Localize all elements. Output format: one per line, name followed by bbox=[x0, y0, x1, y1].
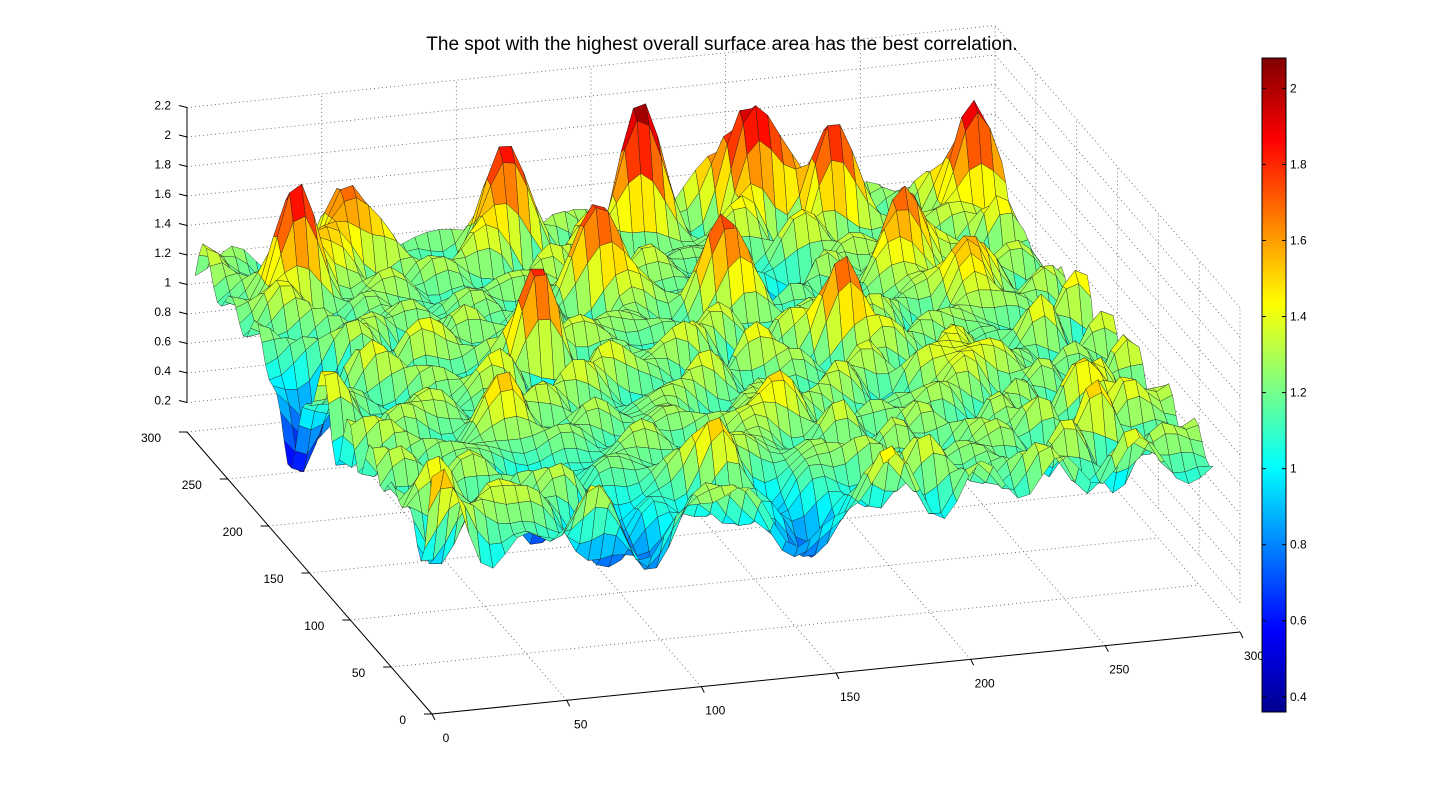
z-tick-label: 0.2 bbox=[154, 394, 171, 408]
x-tick-label: 0 bbox=[443, 731, 450, 745]
x-tick-mark bbox=[971, 659, 974, 665]
x-tick-mark bbox=[1240, 632, 1243, 638]
z-tick-mark bbox=[179, 106, 187, 108]
x-tick-mark bbox=[1105, 646, 1108, 652]
x-tick-mark bbox=[701, 687, 704, 693]
z-tick-label: 0.6 bbox=[154, 335, 171, 349]
z-tick-label: 2.2 bbox=[154, 99, 171, 113]
z-tick-mark bbox=[179, 194, 187, 196]
x-tick-mark bbox=[836, 673, 839, 679]
colorbar-tick-label: 0.4 bbox=[1290, 690, 1307, 704]
z-tick-mark bbox=[179, 283, 187, 285]
y-tick-label: 200 bbox=[223, 525, 243, 539]
colorbar-tick-label: 1.4 bbox=[1290, 310, 1307, 324]
colorbar-tick-label: 2 bbox=[1290, 81, 1297, 95]
x-tick-label: 250 bbox=[1109, 663, 1129, 677]
x-tick-mark bbox=[567, 700, 570, 706]
z-tick-label: 1.6 bbox=[154, 187, 171, 201]
z-tick-mark bbox=[179, 371, 187, 373]
colorbar-tick-label: 0.8 bbox=[1290, 538, 1307, 552]
z-tick-label: 0.8 bbox=[154, 305, 171, 319]
floor-gridline bbox=[391, 585, 1199, 667]
chart-title: The spot with the highest overall surfac… bbox=[426, 34, 1017, 55]
z-tick-mark bbox=[179, 165, 187, 167]
y-tick-label: 100 bbox=[304, 619, 324, 633]
x-tick-label: 200 bbox=[975, 676, 995, 690]
z-tick-mark bbox=[179, 135, 187, 137]
x-tick-label: 300 bbox=[1244, 649, 1264, 663]
x-tick-mark bbox=[432, 714, 435, 720]
z-tick-label: 0.4 bbox=[154, 364, 171, 378]
z-tick-mark bbox=[179, 401, 187, 403]
y-tick-label: 300 bbox=[141, 431, 161, 445]
y-tick-label: 250 bbox=[182, 478, 202, 492]
colorbar-tick-label: 1.2 bbox=[1290, 386, 1307, 400]
z-tick-label: 1.8 bbox=[154, 158, 171, 172]
y-tick-label: 150 bbox=[263, 572, 283, 586]
z-tick-mark bbox=[179, 253, 187, 255]
z-tick-label: 1.4 bbox=[154, 217, 171, 231]
x-tick-label: 100 bbox=[705, 704, 725, 718]
x-tick-label: 50 bbox=[574, 717, 588, 731]
x-tick-label: 150 bbox=[840, 690, 860, 704]
colorbar-gradient bbox=[1262, 58, 1286, 712]
surface-mesh bbox=[195, 100, 1213, 569]
z-tick-mark bbox=[179, 312, 187, 314]
y-tick-label: 0 bbox=[399, 713, 406, 727]
colorbar-tick-label: 1.6 bbox=[1290, 234, 1307, 248]
z-tick-label: 1 bbox=[164, 276, 171, 290]
z-tick-label: 1.2 bbox=[154, 246, 171, 260]
colorbar: 0.4 0.6 0.8 1 1.2 1.4 1.6 1.8 2 bbox=[1262, 58, 1307, 712]
colorbar-tick-label: 0.6 bbox=[1290, 614, 1307, 628]
z-tick-label: 2 bbox=[164, 128, 171, 142]
z-tick-mark bbox=[179, 342, 187, 344]
colorbar-tick-label: 1 bbox=[1290, 462, 1297, 476]
z-tick-mark bbox=[179, 224, 187, 226]
y-tick-label: 50 bbox=[352, 666, 366, 680]
colorbar-tick-label: 1.8 bbox=[1290, 157, 1307, 171]
